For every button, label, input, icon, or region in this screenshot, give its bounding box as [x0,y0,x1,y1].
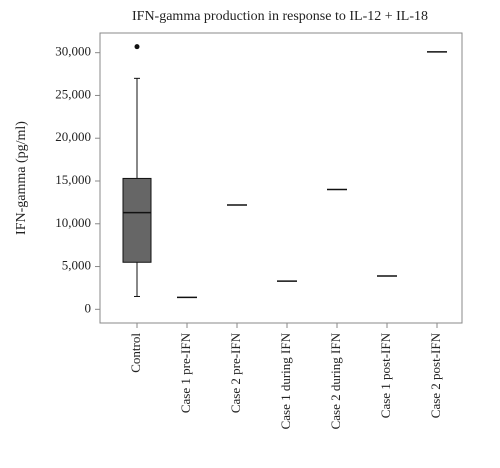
y-axis-label: IFN-gamma (pg/ml) [14,121,29,235]
plot-frame [99,32,463,324]
chart-title: IFN-gamma production in response to IL-1… [132,9,428,24]
x-tick-label: Case 2 during IFN [328,332,343,429]
y-tick-label: 15,000 [55,172,91,187]
x-tick-label: Case 1 during IFN [278,332,293,429]
y-tick-label: 10,000 [55,215,91,230]
y-tick-label: 20,000 [55,129,91,144]
x-tick-label: Case 1 pre-IFN [178,332,193,413]
x-tick-label: Control [128,333,143,373]
y-tick-label: 5,000 [62,258,91,273]
y-tick-label: 30,000 [55,44,91,59]
y-tick-label: 25,000 [55,86,91,101]
x-tick-label: Case 2 pre-IFN [228,332,243,413]
outlier [134,44,140,50]
x-tick-label: Case 1 post-IFN [378,332,393,418]
box [122,177,152,263]
x-tick-label: Case 2 post-IFN [428,332,443,418]
y-tick-label: 0 [85,300,92,315]
